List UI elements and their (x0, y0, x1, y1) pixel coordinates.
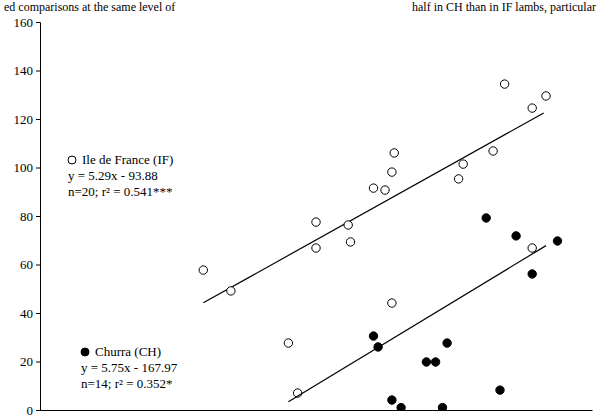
point (443, 339, 451, 347)
y-tick-mark (36, 71, 40, 72)
annotation: half in CH than in IF lambs, particular (412, 0, 596, 14)
y-tick-label: 80 (20, 209, 33, 224)
point (459, 160, 467, 168)
y-tick-label: 20 (20, 354, 33, 369)
x-axis-line (41, 410, 593, 411)
point (369, 332, 377, 340)
point (312, 244, 320, 252)
y-tick-label: 60 (20, 257, 33, 272)
point (397, 403, 405, 410)
point (390, 149, 398, 157)
y-tick: 80 (20, 209, 40, 224)
y-tick-mark (36, 313, 40, 314)
point (344, 221, 352, 229)
point (422, 358, 430, 366)
y-tick-mark (36, 362, 40, 363)
y-tick-mark (36, 265, 40, 266)
point (381, 186, 389, 194)
point (284, 339, 292, 347)
y-tick-label: 0 (27, 403, 34, 418)
point (528, 244, 536, 252)
y-tick-mark (36, 216, 40, 217)
y-tick: 20 (20, 354, 40, 369)
series-equation: y = 5.29x - 93.88 (68, 168, 158, 183)
y-tick-mark (36, 119, 40, 120)
point (553, 237, 561, 245)
series-equation: y = 5.75x - 167.97 (81, 360, 178, 375)
legend-label: Ile de France (IF) (82, 152, 173, 167)
y-axis: 0 20 40 60 80 100 120 140 160 (14, 15, 41, 418)
point (482, 214, 490, 222)
x-axis (41, 410, 593, 411)
y-tick: 0 (27, 403, 41, 418)
point (369, 184, 377, 192)
y-tick-label: 100 (14, 160, 34, 175)
y-tick-label: 120 (14, 112, 34, 127)
y-tick-label: 140 (14, 63, 34, 78)
y-tick: 160 (14, 15, 41, 30)
annotation: ed comparisons at the same level of (4, 0, 175, 14)
fit-line (203, 113, 543, 303)
point (438, 403, 446, 410)
point (500, 80, 508, 88)
legend-marker (81, 348, 89, 356)
y-tick: 100 (14, 160, 41, 175)
point (199, 266, 207, 274)
point (542, 92, 550, 100)
y-tick: 120 (14, 112, 41, 127)
fit-line (288, 246, 546, 402)
point (227, 287, 235, 295)
y-tick: 140 (14, 63, 41, 78)
y-tick-mark (36, 410, 40, 411)
point (374, 343, 382, 351)
y-tick-mark (36, 168, 40, 169)
series-stats: n=14; r² = 0.352* (81, 376, 173, 391)
point (388, 396, 396, 404)
point (346, 238, 354, 246)
y-tick: 40 (20, 306, 40, 321)
y-tick: 60 (20, 257, 40, 272)
point (528, 104, 536, 112)
point (496, 386, 504, 394)
legend-marker (68, 156, 76, 164)
chart: ed comparisons at the same level of half … (0, 0, 600, 419)
point (512, 232, 520, 240)
point (388, 168, 396, 176)
legend-label: Churra (CH) (95, 344, 161, 359)
point (528, 270, 536, 278)
series-stats: n=20; r² = 0.541*** (68, 184, 173, 199)
y-tick-label: 40 (20, 306, 33, 321)
y-tick-mark (36, 22, 40, 23)
point (312, 218, 320, 226)
y-tick-label: 160 (14, 15, 34, 30)
plot-area (199, 80, 562, 410)
point (388, 299, 396, 307)
point (431, 358, 439, 366)
y-axis-line (36, 23, 41, 411)
point (454, 175, 462, 183)
point (489, 147, 497, 155)
